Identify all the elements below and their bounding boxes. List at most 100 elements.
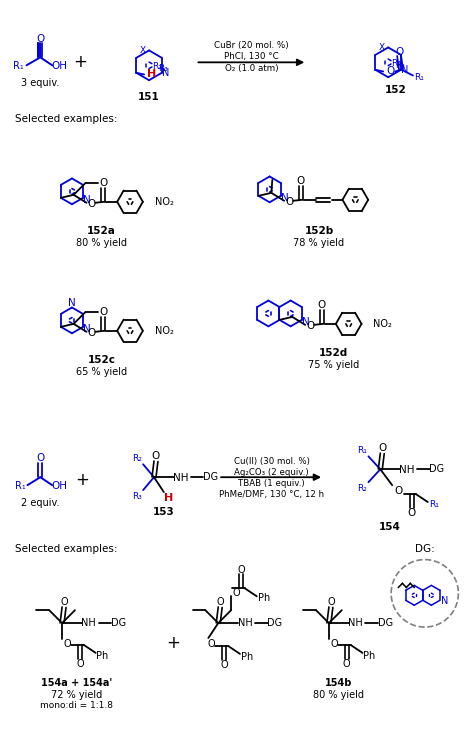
Text: 65 % yield: 65 % yield (76, 367, 127, 377)
Text: Ph: Ph (241, 652, 253, 662)
Text: O: O (297, 176, 305, 186)
Text: O: O (87, 199, 96, 209)
Text: O: O (330, 639, 337, 649)
Text: N: N (83, 195, 91, 205)
Text: 3 equiv.: 3 equiv. (21, 78, 60, 89)
Text: N: N (441, 596, 448, 606)
Text: R₂: R₂ (132, 454, 142, 463)
Text: 80 % yield: 80 % yield (313, 690, 365, 699)
Text: O: O (343, 658, 350, 669)
Text: TBAB (1 equiv.): TBAB (1 equiv.) (238, 478, 305, 487)
Text: O: O (36, 33, 45, 43)
Text: 154a + 154a': 154a + 154a' (41, 678, 112, 687)
Text: O: O (386, 65, 394, 76)
Text: NH: NH (348, 618, 363, 628)
Text: O: O (408, 508, 416, 518)
Text: N: N (401, 65, 409, 75)
Text: R₁: R₁ (428, 501, 438, 510)
Text: R₁: R₁ (414, 73, 424, 82)
Text: NH: NH (399, 465, 415, 475)
Text: O: O (237, 565, 245, 574)
Text: Ag₂CO₃ (2 equiv.): Ag₂CO₃ (2 equiv.) (234, 468, 309, 477)
Text: O: O (220, 660, 228, 670)
Text: N: N (162, 68, 170, 78)
Text: O: O (36, 453, 45, 464)
Text: R₁: R₁ (15, 481, 26, 491)
Text: DG: DG (429, 464, 444, 474)
Text: O: O (63, 639, 71, 649)
Text: O: O (285, 196, 293, 207)
Text: O: O (378, 443, 386, 453)
Text: NO₂: NO₂ (374, 319, 392, 329)
Text: 154b: 154b (325, 678, 353, 687)
Text: mono:di = 1:1.8: mono:di = 1:1.8 (40, 701, 113, 710)
Text: 152d: 152d (319, 348, 348, 358)
Text: X: X (379, 43, 385, 52)
Text: CuBr (20 mol. %): CuBr (20 mol. %) (214, 41, 289, 50)
Text: O: O (394, 486, 402, 496)
Text: DG:: DG: (415, 544, 435, 554)
Text: +: + (73, 54, 87, 71)
Text: DG: DG (267, 618, 282, 628)
Text: O: O (87, 328, 96, 338)
Text: O: O (60, 597, 68, 607)
Text: 78 % yield: 78 % yield (293, 238, 345, 248)
Text: R₂: R₂ (391, 60, 401, 68)
Text: N: N (302, 318, 310, 327)
Text: N: N (68, 298, 76, 307)
Text: DG: DG (111, 618, 126, 628)
Text: 72 % yield: 72 % yield (51, 690, 102, 699)
Text: O: O (395, 47, 403, 57)
Text: 152b: 152b (304, 226, 334, 236)
Text: 80 % yield: 80 % yield (76, 238, 127, 248)
Text: 152c: 152c (88, 355, 116, 365)
Text: 152a: 152a (87, 226, 116, 236)
Text: O: O (217, 597, 224, 607)
Text: X: X (140, 46, 146, 55)
Text: 154: 154 (379, 522, 401, 532)
Text: +: + (166, 634, 180, 652)
Text: R₁: R₁ (13, 61, 24, 71)
Text: OH: OH (51, 481, 67, 491)
Text: R₂: R₂ (357, 484, 367, 493)
Text: O: O (232, 589, 240, 598)
Text: R₁: R₁ (357, 446, 367, 455)
Text: O: O (306, 321, 314, 331)
Text: O: O (327, 597, 335, 607)
Text: O₂ (1.0 atm): O₂ (1.0 atm) (225, 64, 279, 73)
Text: NH: NH (237, 618, 252, 628)
Text: Ph: Ph (363, 651, 375, 661)
Text: 75 % yield: 75 % yield (308, 360, 359, 370)
Text: NO₂: NO₂ (155, 326, 173, 336)
Text: O: O (152, 452, 160, 461)
Text: R₃: R₃ (395, 61, 405, 70)
Text: PhMe/DMF, 130 °C, 12 h: PhMe/DMF, 130 °C, 12 h (219, 490, 324, 498)
Text: 152: 152 (385, 85, 407, 95)
Text: R₂: R₂ (152, 62, 162, 71)
Text: NH: NH (82, 618, 96, 628)
Text: O: O (208, 639, 215, 649)
Text: 2 equiv.: 2 equiv. (21, 498, 60, 508)
Text: Ph: Ph (257, 593, 270, 603)
Text: Selected examples:: Selected examples: (15, 114, 117, 124)
Text: Ph: Ph (97, 651, 109, 661)
Text: N: N (83, 324, 91, 334)
Text: R₃: R₃ (132, 492, 142, 501)
Text: H: H (147, 69, 156, 80)
Text: +: + (75, 471, 89, 490)
Text: DG: DG (378, 618, 393, 628)
Text: NO₂: NO₂ (155, 196, 173, 207)
Text: O: O (99, 178, 108, 188)
Text: OH: OH (51, 61, 67, 71)
Text: Cu(II) (30 mol. %): Cu(II) (30 mol. %) (234, 457, 310, 466)
Text: R₃: R₃ (158, 64, 168, 73)
Text: O: O (99, 307, 108, 317)
Text: N: N (281, 193, 289, 203)
Text: PhCl, 130 °C: PhCl, 130 °C (225, 52, 279, 61)
Text: O: O (76, 658, 84, 669)
Text: NH: NH (173, 473, 189, 483)
Text: H: H (164, 493, 173, 503)
Text: Selected examples:: Selected examples: (15, 544, 117, 554)
Text: DG: DG (203, 472, 218, 482)
Text: O: O (318, 300, 326, 310)
